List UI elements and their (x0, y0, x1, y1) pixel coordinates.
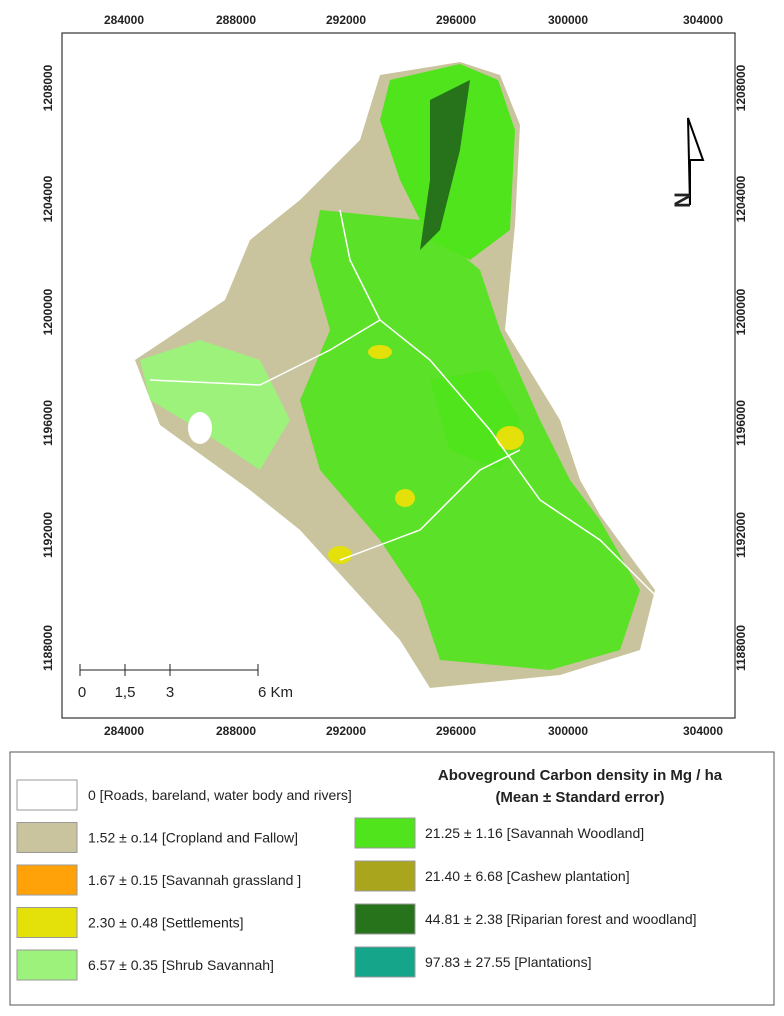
y-tick-label-right: 1200000 (734, 288, 748, 335)
legend-swatch (16, 949, 78, 981)
legend-swatch (16, 907, 78, 938)
y-tick-label-right: 1192000 (734, 512, 748, 558)
scale-label: 1,5 (115, 684, 136, 701)
legend-label: 6.57 ± 0.35 [Shrub Savannah] (88, 957, 274, 973)
legend-title: (Mean ± Standard error) (495, 789, 664, 806)
y-tick-label-right: 1188000 (734, 625, 748, 671)
north-arrow: N (670, 117, 705, 208)
legend-label: 1.67 ± 0.15 [Savannah grassland ] (88, 872, 301, 888)
scale-label: 6 Km (258, 684, 293, 701)
x-tick-label-top: 284000 (104, 13, 144, 27)
y-tick-label-right: 1208000 (734, 64, 748, 111)
legend-label: 1.52 ± o.14 [Cropland and Fallow] (88, 830, 298, 846)
legend-swatch (354, 903, 416, 935)
x-tick-label-top: 296000 (436, 13, 476, 27)
x-tick-label-top: 288000 (216, 13, 256, 27)
scale-bar (79, 664, 259, 676)
y-tick-label-left: 1192000 (41, 512, 55, 558)
legend-swatch (354, 860, 416, 892)
y-tick-label-right: 1196000 (734, 400, 748, 446)
y-tick-label-left: 1208000 (41, 64, 55, 111)
x-tick-label-top: 300000 (548, 13, 588, 27)
study-area (135, 62, 656, 688)
x-tick-label-bottom: 292000 (326, 724, 366, 738)
y-tick-label-right: 1204000 (734, 175, 748, 222)
legend-swatch (16, 779, 78, 811)
x-tick-label-bottom: 300000 (548, 724, 588, 738)
legend-swatch (16, 822, 78, 853)
legend-swatch (16, 864, 78, 896)
svg-text:N: N (670, 192, 695, 208)
legend-label: 21.40 ± 6.68 [Cashew plantation] (425, 868, 630, 884)
legend-label: 21.25 ± 1.16 [Savannah Woodland] (425, 825, 644, 841)
legend-label: 2.30 ± 0.48 [Settlements] (88, 915, 244, 931)
x-tick-label-top: 304000 (683, 13, 723, 27)
legend-title: Aboveground Carbon density in Mg / ha (438, 767, 723, 784)
legend-swatch (354, 817, 416, 849)
legend-label: 0 [Roads, bareland, water body and river… (88, 787, 352, 803)
x-tick-label-top: 292000 (326, 13, 366, 27)
y-tick-label-left: 1200000 (41, 288, 55, 335)
x-tick-label-bottom: 284000 (104, 724, 144, 738)
legend-label: 97.83 ± 27.55 [Plantations] (425, 954, 591, 970)
legend-swatch (354, 946, 416, 978)
y-tick-label-left: 1204000 (41, 175, 55, 222)
legend-label: 44.81 ± 2.38 [Riparian forest and woodla… (425, 911, 697, 927)
scale-label: 0 (78, 684, 86, 701)
x-tick-label-bottom: 296000 (436, 724, 476, 738)
y-tick-label-left: 1188000 (41, 625, 55, 671)
y-tick-label-left: 1196000 (41, 400, 55, 446)
x-tick-label-bottom: 304000 (683, 724, 723, 738)
scale-label: 3 (166, 684, 174, 701)
x-tick-label-bottom: 288000 (216, 724, 256, 738)
